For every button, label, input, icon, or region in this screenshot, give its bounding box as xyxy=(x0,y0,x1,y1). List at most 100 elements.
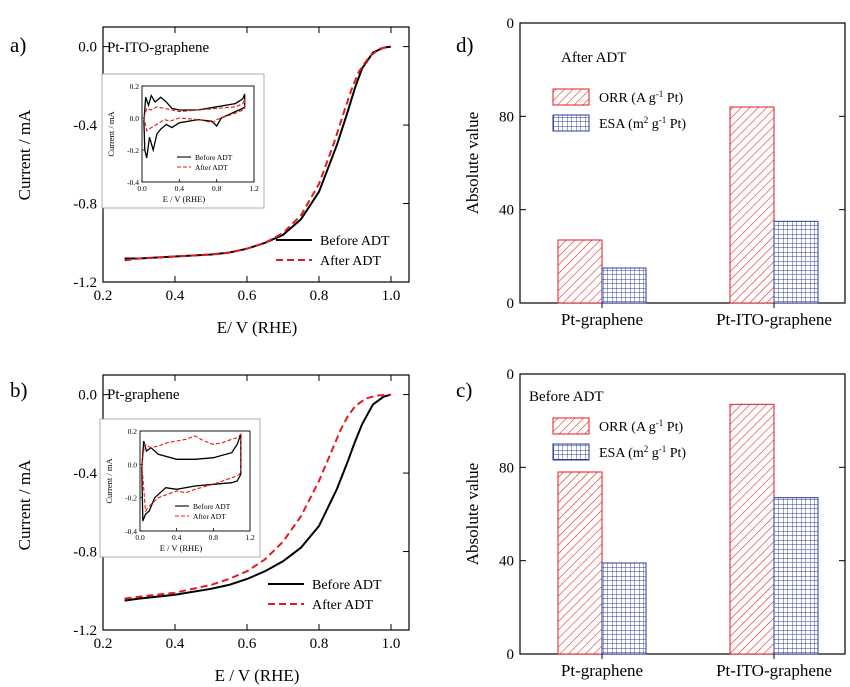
inset-x-axis-title: E / V (RHE) xyxy=(160,543,203,553)
bar-esa-pt-ito-graphene xyxy=(773,497,819,655)
x-tick-label: 0.4 xyxy=(166,636,185,652)
inset-frame xyxy=(139,430,251,532)
y-tick-label: 0 xyxy=(507,367,515,383)
x-category-label: Pt-ITO-graphene xyxy=(716,661,832,680)
legend-label-part: ORR (A g xyxy=(599,91,656,106)
panel-title: Pt-graphene xyxy=(107,387,180,403)
panel-letter: d) xyxy=(456,33,474,57)
y-tick-label: 0.0 xyxy=(78,40,97,56)
y-axis-title: Absolute value xyxy=(463,112,482,214)
inset-series-after-adt xyxy=(143,98,246,132)
inset-y-tick-label: 0.2 xyxy=(130,82,140,91)
panel-letter: b) xyxy=(10,378,28,402)
y-tick-label: 0.0 xyxy=(78,388,97,404)
legend-label-part: g xyxy=(648,446,659,461)
inset-x-tick-label: 1.2 xyxy=(245,533,255,542)
y-axis-title: Current / mA xyxy=(15,459,34,550)
inset-y-tick-label: -0.4 xyxy=(127,178,139,187)
x-axis-title: E/ V (RHE) xyxy=(217,318,298,337)
bar-orr-pt-graphene xyxy=(557,471,603,655)
legend-swatch xyxy=(552,114,590,132)
x-axis-title: E / V (RHE) xyxy=(215,666,300,685)
plot-frame xyxy=(519,22,846,304)
y-tick-label: 80 xyxy=(499,109,514,125)
bar-panel-d: 0 40 80 0 d) After ADT Absolute value Pt-graphe… xyxy=(456,16,846,329)
bar-esa-pt-graphene xyxy=(601,267,647,304)
y-tick-label: 40 xyxy=(499,554,514,570)
legend-label-part: Pt) xyxy=(663,91,683,106)
inset-y-tick-label: -0.2 xyxy=(127,146,139,155)
inset-x-tick-label: 0.0 xyxy=(135,533,145,542)
legend-label: After ADT xyxy=(320,254,381,269)
inset-y-tick-label: -0.2 xyxy=(125,494,137,503)
panel-title: Before ADT xyxy=(529,389,604,405)
inset-y-tick-label: 0.0 xyxy=(128,460,138,469)
legend-label-part: ESA (m xyxy=(599,117,644,132)
y-tick-label: 80 xyxy=(499,460,514,476)
legend-superscript: -1 xyxy=(656,89,664,99)
inset-legend-label: After ADT xyxy=(193,512,226,521)
inset-plot: 0.0 0.4 0.8 1.2 0.2 0.0 -0.2 -0.4 Current / mA E … xyxy=(101,73,265,209)
inset-x-tick-label: 0.4 xyxy=(175,184,185,193)
bar-esa-pt-ito-graphene xyxy=(773,220,819,304)
legend-superscript: 2 xyxy=(644,444,649,454)
panel-letter: a) xyxy=(10,33,26,57)
inset-legend-label: Before ADT xyxy=(195,153,233,162)
x-tick-label: 0.8 xyxy=(310,636,329,652)
inset-y-axis-title: Current / mA xyxy=(106,110,116,156)
legend-superscript: -1 xyxy=(659,115,667,125)
legend-superscript: -1 xyxy=(659,444,667,454)
inset-y-tick-label: -0.4 xyxy=(125,527,137,536)
x-category-label: Pt-ITO-graphene xyxy=(716,310,832,329)
series-line-after-adt xyxy=(124,393,392,600)
x-tick-label: 1.0 xyxy=(382,636,401,652)
legend-label-part: ORR (A g xyxy=(599,420,656,435)
inset-legend-label: After ADT xyxy=(195,163,228,172)
inset-x-tick-label: 0.4 xyxy=(172,533,182,542)
inset-background xyxy=(99,418,261,558)
legend-label-part: Pt) xyxy=(666,446,686,461)
y-tick-label: -1.2 xyxy=(73,623,97,639)
legend-label: Before ADT xyxy=(320,234,390,249)
legend-label: ORR (A g-1 Pt) xyxy=(599,418,683,435)
x-category-label: Pt-graphene xyxy=(561,661,643,680)
y-tick-label: -0.4 xyxy=(73,118,97,134)
legend-label: ORR (A g-1 Pt) xyxy=(599,89,683,106)
bar-panel-c: 0 40 80 0 c) Before ADT Absolute value Pt-graph… xyxy=(456,367,846,680)
x-category-label: Pt-graphene xyxy=(561,310,643,329)
panel-title: After ADT xyxy=(561,50,626,66)
x-tick-label: 0.6 xyxy=(238,288,257,304)
x-tick-label: 0.6 xyxy=(238,636,257,652)
y-tick-label: -1.2 xyxy=(73,275,97,291)
bar-orr-pt-ito-graphene xyxy=(729,403,775,655)
inset-series-before-adt xyxy=(143,93,246,159)
legend-superscript: 2 xyxy=(644,115,649,125)
inset-plot: 0.0 0.4 0.8 1.2 0.2 0.0 -0.2 -0.4 Current / mA E … xyxy=(99,418,261,558)
inset-series-after-adt xyxy=(141,433,242,513)
series-line-after-adt xyxy=(124,45,392,262)
inset-y-tick-label: 0.0 xyxy=(130,114,140,123)
inset-x-tick-label: 0.8 xyxy=(212,184,222,193)
line-panel-a: 0.2 0.4 0.6 0.8 1.00.0-0.4-0.8-1.2a) Pt-ITO-g… xyxy=(10,26,410,337)
x-tick-label: 0.8 xyxy=(310,288,329,304)
bar-orr-pt-graphene xyxy=(557,239,603,304)
y-axis-title: Current / mA xyxy=(15,109,34,200)
inset-y-axis-title: Current / mA xyxy=(104,457,114,503)
x-tick-label: 0.4 xyxy=(166,288,185,304)
plot-frame xyxy=(519,373,846,655)
panel-title: Pt-ITO-graphene xyxy=(107,40,210,56)
bar-orr-pt-ito-graphene xyxy=(729,106,775,304)
inset-x-axis-title: E / V (RHE) xyxy=(163,194,206,204)
y-tick-label: 0 xyxy=(507,296,515,312)
legend-label: ESA (m2 g-1 Pt) xyxy=(599,115,686,132)
legend-label-part: Pt) xyxy=(663,420,683,435)
legend-label: Before ADT xyxy=(312,578,382,593)
bar-esa-pt-graphene xyxy=(601,562,647,655)
legend-superscript: -1 xyxy=(656,418,664,428)
legend-label-part: ESA (m xyxy=(599,446,644,461)
legend-swatch xyxy=(552,443,590,461)
legend-label-part: g xyxy=(648,117,659,132)
line-panel-b: 0.2 0.4 0.6 0.8 1.00.0-0.4-0.8-1.2b) Pt-graph… xyxy=(10,374,410,685)
y-tick-label: -0.8 xyxy=(73,545,97,561)
